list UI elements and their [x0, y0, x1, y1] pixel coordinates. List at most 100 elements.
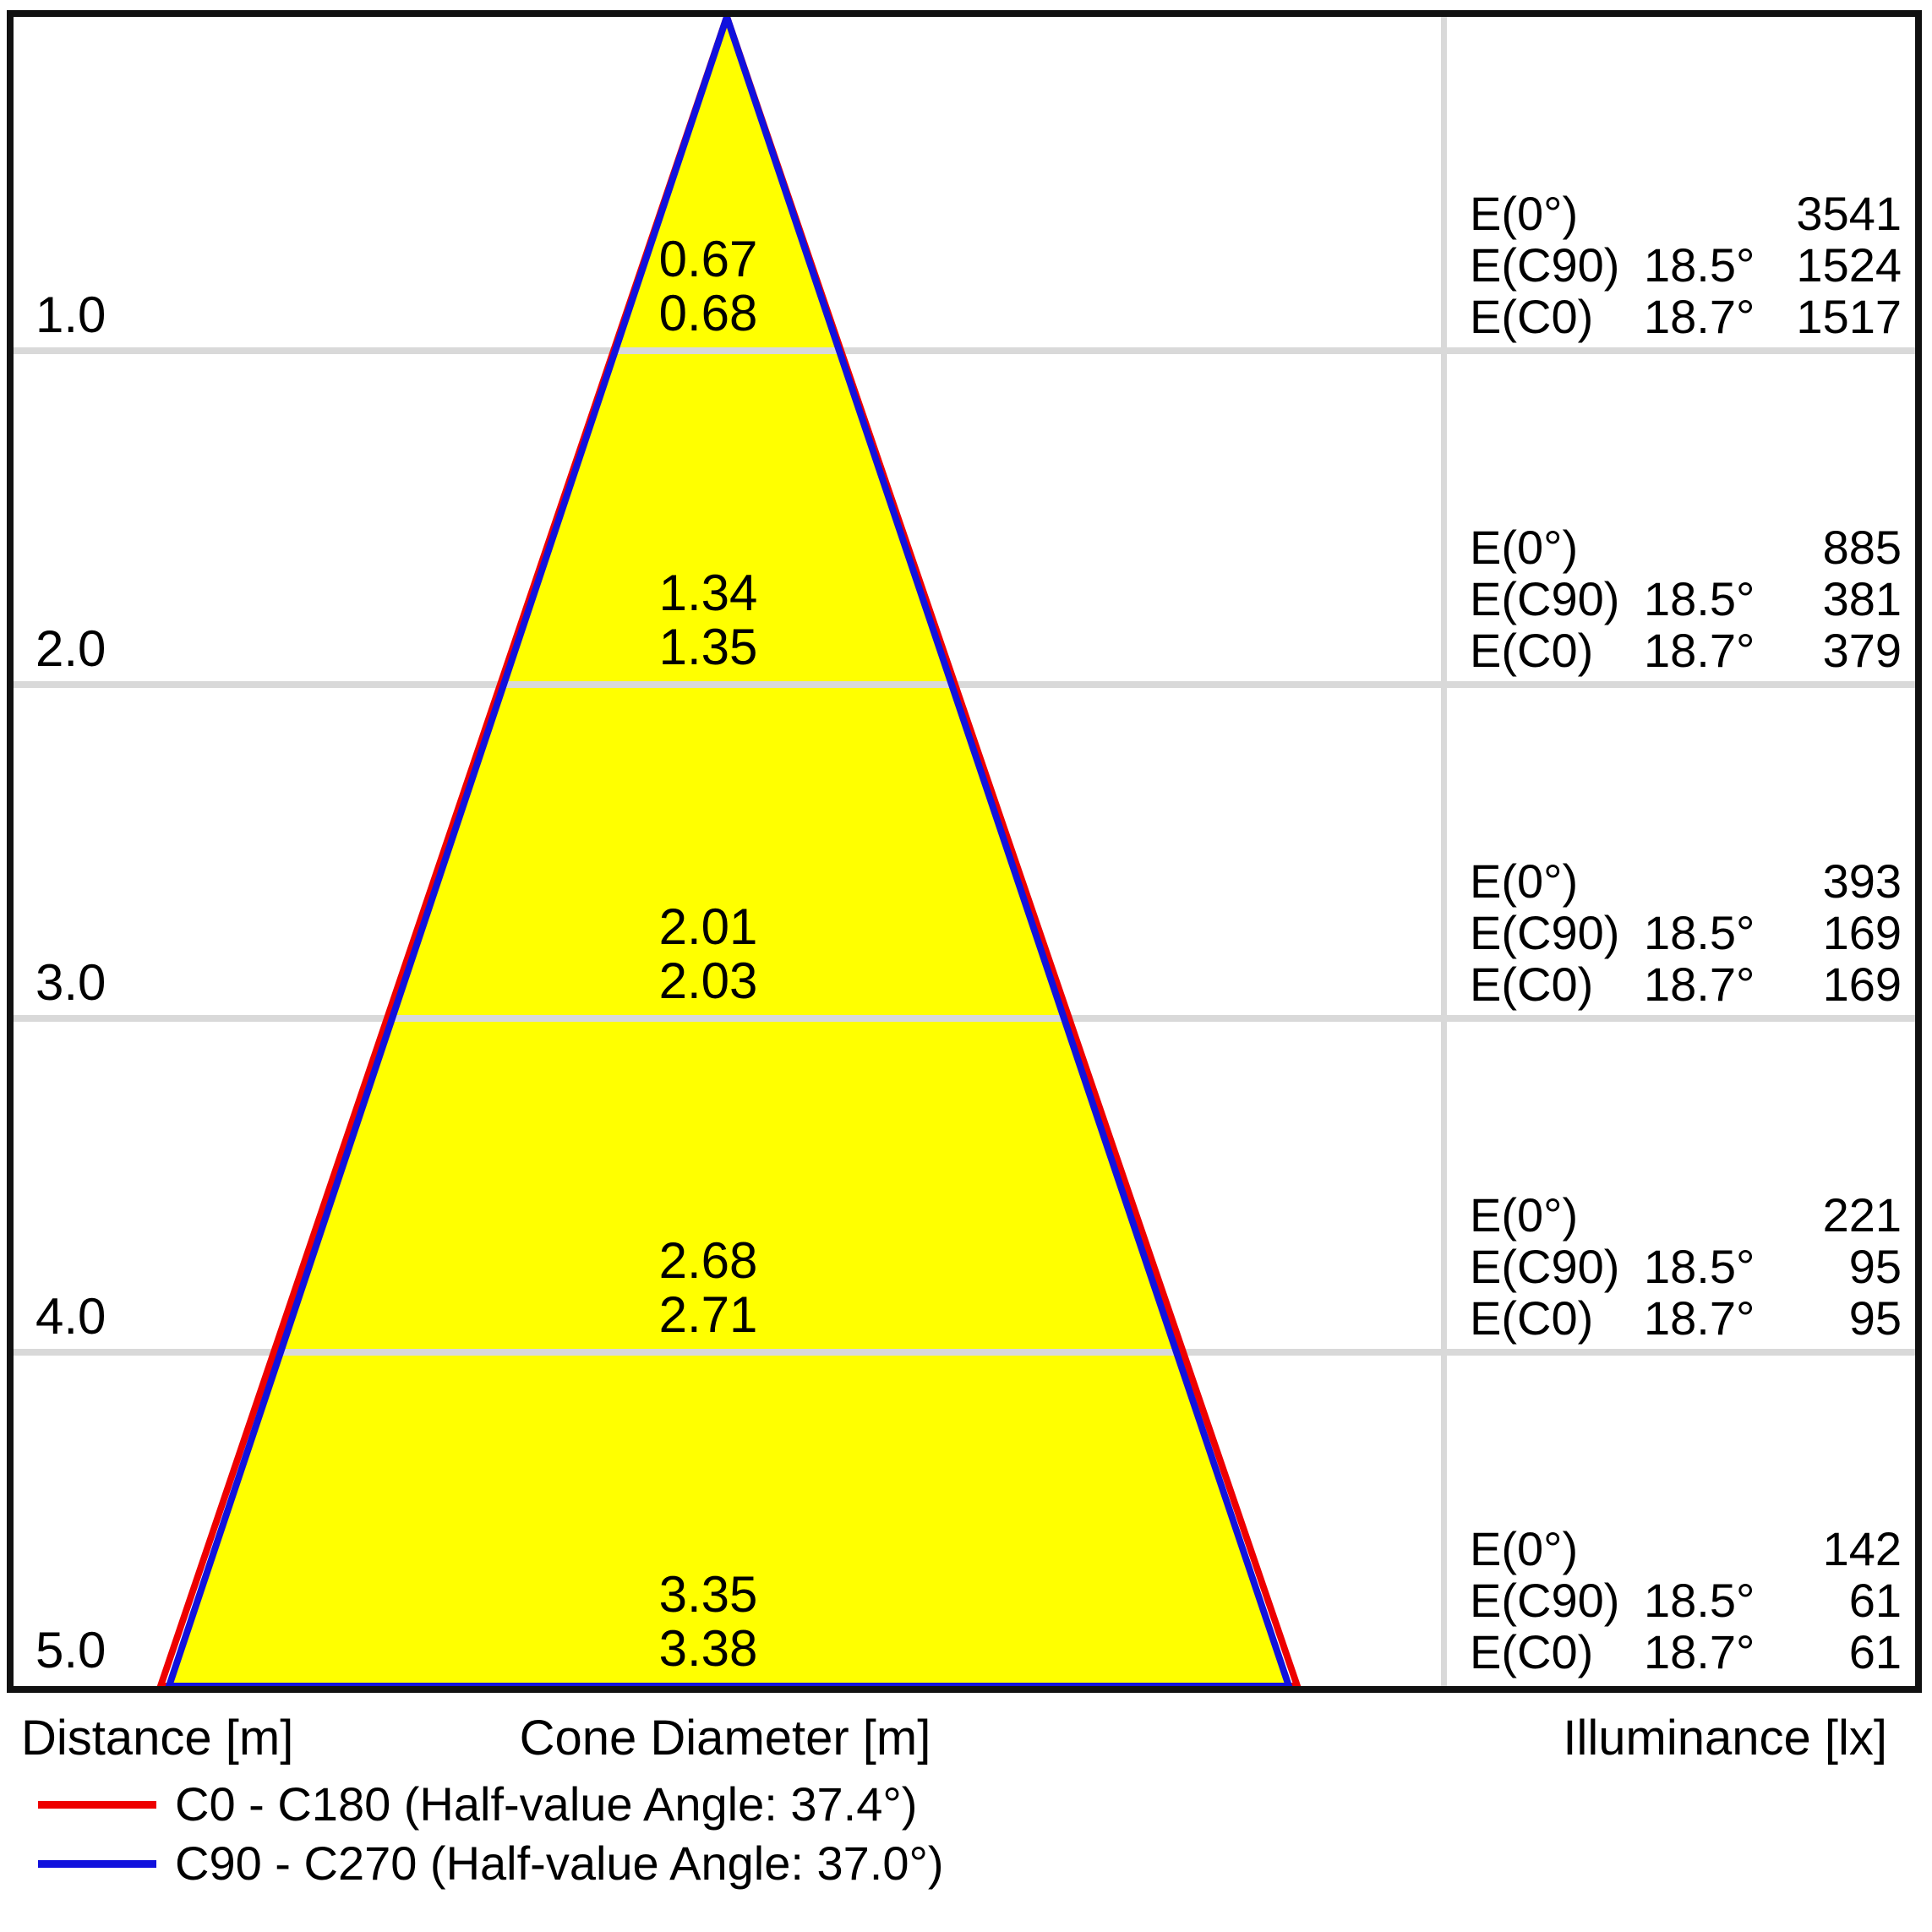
ec0-value-4: 95 [1848, 1291, 1902, 1345]
illuminance-line: E(0°) 393 [1447, 855, 1915, 907]
ec0-angle-1: 18.7° [1644, 290, 1755, 343]
distance-label-1: 1.0 [35, 287, 106, 343]
e0-value-4: 221 [1822, 1188, 1902, 1242]
cone-row-5: 5.0 3.35 3.38 [14, 1352, 1441, 1686]
ec90-value-3: 169 [1822, 906, 1902, 959]
e0-value-3: 393 [1822, 854, 1902, 908]
diagram-plot-area: 1.0 0.67 0.68 2.0 1.34 1.35 3.0 [14, 17, 1915, 1686]
c90-c270-beam-line [165, 17, 1293, 1686]
grid-line-3m [14, 1015, 1915, 1022]
illuminance-line: E(C90) 18.5° 95 [1447, 1241, 1915, 1292]
illuminance-panel: E(0°) 3541 E(C90) 18.5° 1524 E(C0) 18.7°… [1447, 17, 1915, 1686]
ec90-value-4: 95 [1848, 1240, 1902, 1293]
ec0-angle-3: 18.7° [1644, 958, 1755, 1011]
ec90-value-2: 381 [1822, 572, 1902, 625]
e0-value-2: 885 [1822, 521, 1902, 574]
ec0-label: E(C0) [1470, 290, 1594, 343]
ec90-angle-3: 18.5° [1644, 906, 1755, 959]
ec0-value-5: 61 [1848, 1625, 1902, 1678]
c90-c270-legend-label: C90 - C270 (Half-value Angle: 37.0°) [175, 1836, 944, 1890]
ec90-label: E(C90) [1470, 1240, 1620, 1293]
ec0-label: E(C0) [1470, 1291, 1594, 1345]
legend-row-c90-c270: C90 - C270 (Half-value Angle: 37.0°) [38, 1834, 1897, 1893]
illuminance-line: E(C90) 18.5° 169 [1447, 907, 1915, 958]
illuminance-line: E(C0) 18.7° 379 [1447, 625, 1915, 676]
cone-diameter-c90-2: 1.34 [658, 565, 758, 621]
cone-diameter-values-1: 0.67 0.68 [539, 232, 877, 341]
e0-value-5: 142 [1822, 1522, 1902, 1575]
ec0-label: E(C0) [1470, 958, 1594, 1011]
illuminance-line: E(C0) 18.7° 169 [1447, 958, 1915, 1010]
cone-row-3: 3.0 2.01 2.03 [14, 685, 1441, 1018]
illuminance-line: E(0°) 885 [1447, 521, 1915, 573]
diagram-frame: 1.0 0.67 0.68 2.0 1.34 1.35 3.0 [7, 10, 1922, 1693]
ec90-angle-4: 18.5° [1644, 1240, 1755, 1293]
grid-line-1m [14, 347, 1915, 354]
e0-label: E(0°) [1470, 521, 1579, 574]
cone-diameter-c0-1: 0.68 [658, 285, 758, 341]
ec90-angle-2: 18.5° [1644, 572, 1755, 625]
distance-label-5: 5.0 [35, 1622, 106, 1678]
illuminance-block-1: E(0°) 3541 E(C90) 18.5° 1524 E(C0) 18.7°… [1447, 17, 1915, 351]
cone-diameter-c0-3: 2.03 [658, 952, 758, 1009]
distance-axis-label: Distance [m] [21, 1711, 294, 1766]
c0-c180-beam-line [156, 17, 1302, 1686]
illuminance-block-2: E(0°) 885 E(C90) 18.5° 381 E(C0) 18.7° 3… [1447, 351, 1915, 685]
illuminance-line: E(0°) 221 [1447, 1189, 1915, 1241]
illuminance-block-3: E(0°) 393 E(C90) 18.5° 169 E(C0) 18.7° 1… [1447, 685, 1915, 1018]
axis-labels: Distance [m] Cone Diameter [m] Illuminan… [0, 1709, 1932, 1768]
ec90-label: E(C90) [1470, 238, 1620, 292]
legend-row-c0-c180: C0 - C180 (Half-value Angle: 37.4°) [38, 1775, 1897, 1834]
illuminance-line: E(C90) 18.5° 61 [1447, 1575, 1915, 1626]
illuminance-line: E(0°) 3541 [1447, 188, 1915, 239]
light-cone-drawing [14, 17, 1915, 1686]
ec0-value-2: 379 [1822, 624, 1902, 677]
illuminance-line: E(C0) 18.7° 1517 [1447, 291, 1915, 342]
illuminance-axis-label: Illuminance [lx] [1563, 1711, 1887, 1766]
grid-line-4m [14, 1349, 1915, 1356]
cone-diameter-axis-label: Cone Diameter [m] [519, 1711, 931, 1766]
cone-diameter-values-2: 1.34 1.35 [539, 566, 877, 674]
distance-label-3: 3.0 [35, 954, 106, 1011]
ec0-value-3: 169 [1822, 958, 1902, 1011]
illuminance-line: E(0°) 142 [1447, 1523, 1915, 1575]
ec90-value-5: 61 [1848, 1574, 1902, 1627]
cone-diameter-c90-3: 2.01 [658, 898, 758, 955]
cone-diameter-values-5: 3.35 3.38 [539, 1568, 877, 1676]
cone-panel: 1.0 0.67 0.68 2.0 1.34 1.35 3.0 [14, 17, 1441, 1686]
illuminance-line: E(C0) 18.7° 95 [1447, 1292, 1915, 1344]
illuminance-line: E(C90) 18.5° 381 [1447, 573, 1915, 625]
ec0-angle-5: 18.7° [1644, 1625, 1755, 1678]
cone-diameter-values-3: 2.01 2.03 [539, 900, 877, 1008]
e0-label: E(0°) [1470, 1522, 1579, 1575]
e0-label: E(0°) [1470, 1188, 1579, 1242]
ec90-label: E(C90) [1470, 906, 1620, 959]
ec90-angle-5: 18.5° [1644, 1574, 1755, 1627]
ec0-value-1: 1517 [1796, 290, 1902, 343]
ec0-label: E(C0) [1470, 624, 1594, 677]
e0-label: E(0°) [1470, 187, 1579, 240]
c0-c180-line-swatch [38, 1800, 156, 1809]
illuminance-block-5: E(0°) 142 E(C90) 18.5° 61 E(C0) 18.7° 61 [1447, 1352, 1915, 1686]
cone-row-4: 4.0 2.68 2.71 [14, 1018, 1441, 1352]
ec90-angle-1: 18.5° [1644, 238, 1755, 292]
cone-diameter-c90-1: 0.67 [658, 231, 758, 287]
illuminance-line: E(C0) 18.7° 61 [1447, 1626, 1915, 1678]
c0-c180-legend-label: C0 - C180 (Half-value Angle: 37.4°) [175, 1777, 918, 1831]
ec90-label: E(C90) [1470, 572, 1620, 625]
illuminance-line: E(C90) 18.5° 1524 [1447, 239, 1915, 291]
cone-diameter-c90-5: 3.35 [658, 1566, 758, 1623]
ec0-label: E(C0) [1470, 1625, 1594, 1678]
ec0-angle-4: 18.7° [1644, 1291, 1755, 1345]
cone-row-1: 1.0 0.67 0.68 [14, 17, 1441, 351]
grid-line-2m [14, 681, 1915, 688]
cone-row-2: 2.0 1.34 1.35 [14, 351, 1441, 685]
distance-label-4: 4.0 [35, 1288, 106, 1345]
cone-diameter-c90-4: 2.68 [658, 1232, 758, 1289]
c90-c270-line-swatch [38, 1859, 156, 1868]
cone-fill [169, 17, 1289, 1686]
ec0-angle-2: 18.7° [1644, 624, 1755, 677]
e0-label: E(0°) [1470, 854, 1579, 908]
distance-label-2: 2.0 [35, 620, 106, 677]
